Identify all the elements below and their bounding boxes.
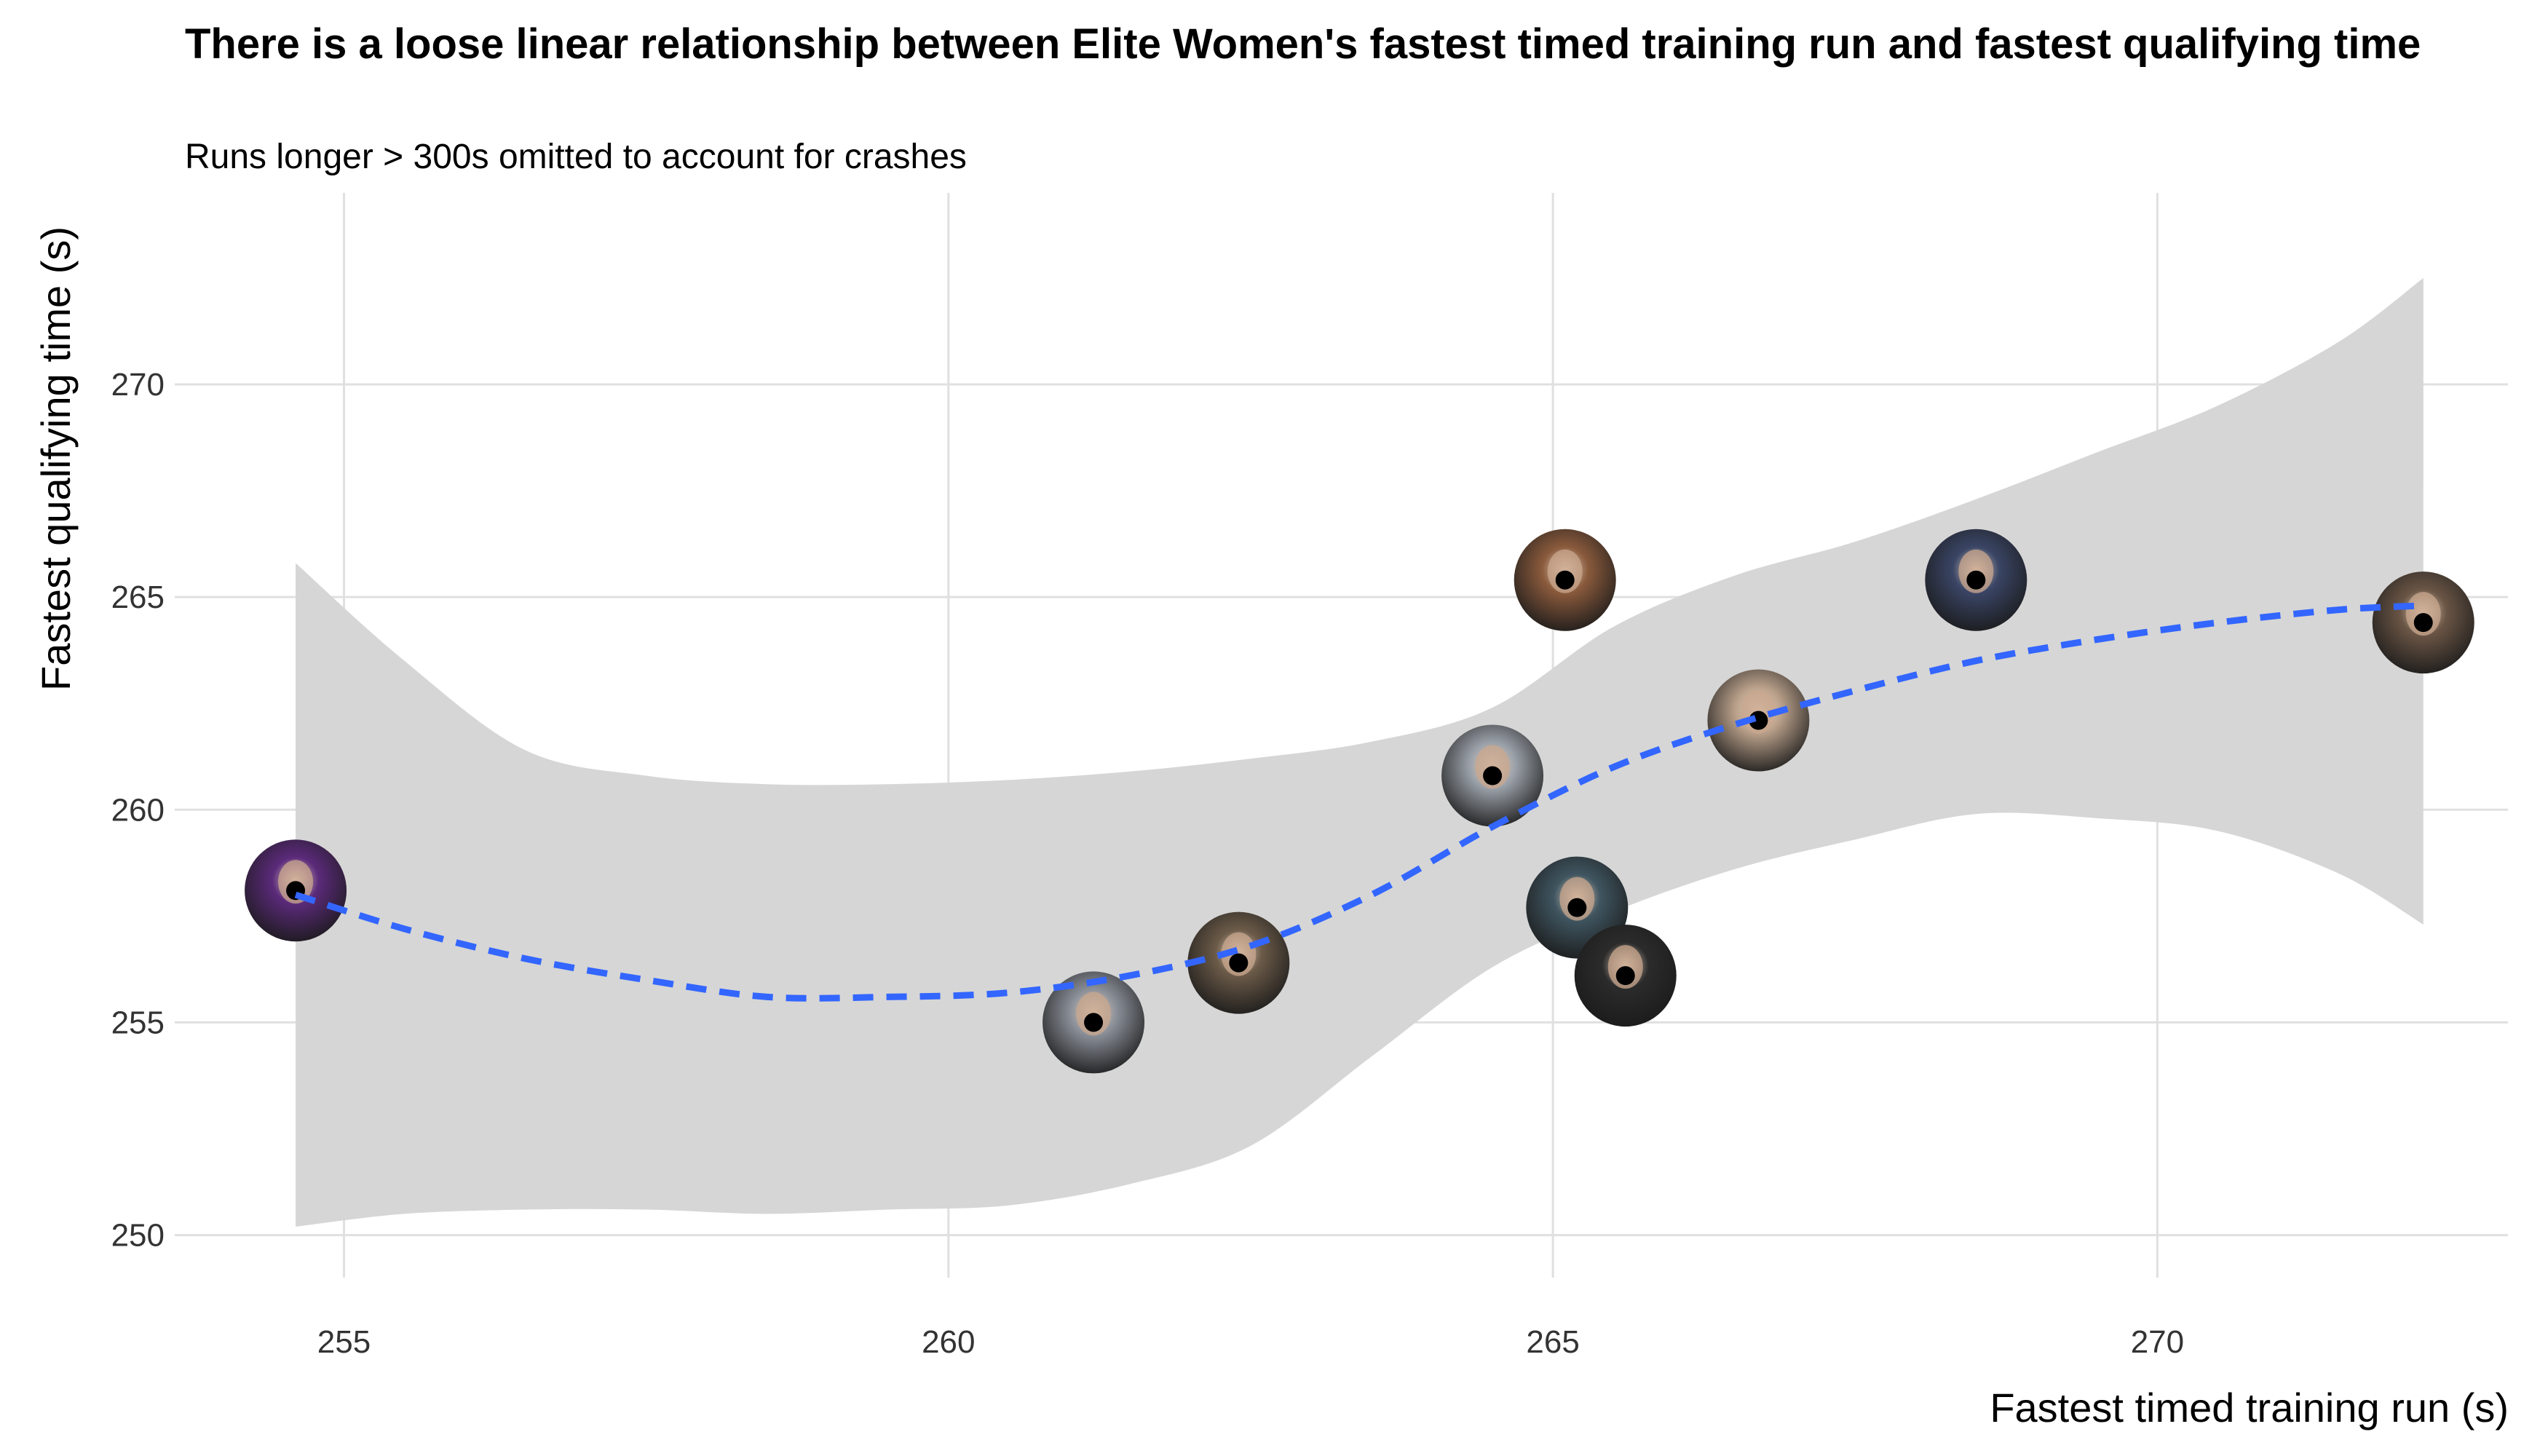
point-marker: [1966, 570, 1986, 590]
chart-subtitle: Runs longer > 300s omitted to account fo…: [185, 138, 967, 176]
x-axis-title: Fastest timed training run (s): [1990, 1385, 2509, 1431]
x-tick-label: 265: [1526, 1324, 1579, 1360]
smooth-line: [294, 602, 2424, 1002]
data-point: [1574, 925, 1677, 1027]
point-marker: [1084, 1013, 1104, 1032]
point-marker: [1567, 898, 1587, 917]
chart-title: There is a loose linear relationship bet…: [185, 20, 2421, 68]
data-point: [1707, 669, 1810, 772]
point-marker: [1229, 953, 1249, 973]
data-point: [245, 839, 347, 942]
confidence-band: [296, 277, 2424, 1227]
data-point: [1514, 529, 1616, 631]
data-points: [245, 529, 2474, 1074]
y-tick-labels: 250 255 260 265 270: [111, 367, 165, 1254]
point-marker: [2413, 613, 2433, 633]
point-marker: [1615, 966, 1635, 986]
x-tick-label: 260: [922, 1324, 975, 1360]
smooth-trend: [294, 602, 2424, 1002]
point-marker: [1555, 570, 1575, 590]
y-tick-label: 255: [111, 1005, 165, 1040]
y-axis-title: Fastest qualifying time (s): [33, 226, 79, 691]
y-tick-label: 250: [111, 1218, 165, 1254]
y-tick-label: 265: [111, 579, 165, 615]
data-point: [1187, 911, 1290, 1014]
confidence-band-area: [296, 277, 2424, 1227]
data-point: [1042, 971, 1145, 1074]
y-tick-label: 260: [111, 792, 165, 828]
x-tick-label: 255: [317, 1324, 371, 1360]
data-point: [1441, 724, 1544, 827]
point-marker: [1483, 766, 1503, 786]
data-point: [1925, 529, 2027, 631]
data-point: [2372, 571, 2474, 674]
x-tick-labels: 255 260 265 270: [317, 1324, 2184, 1360]
x-tick-label: 270: [2131, 1324, 2184, 1360]
y-tick-label: 270: [111, 367, 165, 403]
